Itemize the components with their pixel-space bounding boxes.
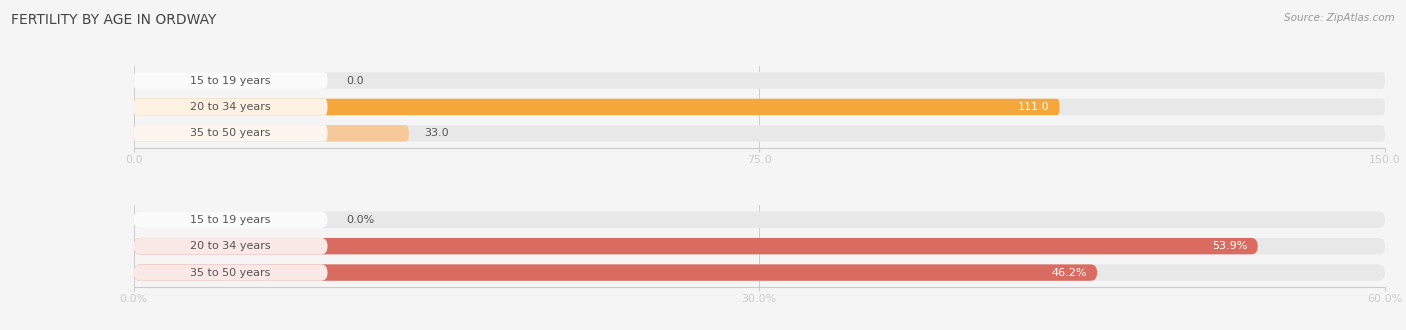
Text: 0.0: 0.0 bbox=[346, 76, 364, 85]
FancyBboxPatch shape bbox=[134, 125, 328, 142]
Text: 35 to 50 years: 35 to 50 years bbox=[190, 128, 271, 138]
FancyBboxPatch shape bbox=[134, 125, 409, 142]
FancyBboxPatch shape bbox=[134, 212, 1385, 228]
FancyBboxPatch shape bbox=[134, 238, 1258, 254]
Text: 0.0%: 0.0% bbox=[346, 215, 374, 225]
Text: 15 to 19 years: 15 to 19 years bbox=[190, 215, 271, 225]
FancyBboxPatch shape bbox=[134, 125, 1385, 142]
Text: 15 to 19 years: 15 to 19 years bbox=[190, 76, 271, 85]
FancyBboxPatch shape bbox=[134, 264, 328, 281]
Text: 46.2%: 46.2% bbox=[1052, 268, 1087, 278]
FancyBboxPatch shape bbox=[134, 72, 328, 89]
FancyBboxPatch shape bbox=[134, 99, 1385, 115]
FancyBboxPatch shape bbox=[134, 238, 1385, 254]
FancyBboxPatch shape bbox=[134, 264, 1097, 281]
Text: 111.0: 111.0 bbox=[1018, 102, 1049, 112]
FancyBboxPatch shape bbox=[134, 99, 328, 115]
Text: 35 to 50 years: 35 to 50 years bbox=[190, 268, 271, 278]
FancyBboxPatch shape bbox=[134, 72, 1385, 89]
Text: 20 to 34 years: 20 to 34 years bbox=[190, 102, 271, 112]
FancyBboxPatch shape bbox=[134, 238, 328, 254]
Text: 20 to 34 years: 20 to 34 years bbox=[190, 241, 271, 251]
FancyBboxPatch shape bbox=[134, 264, 1385, 281]
Text: Source: ZipAtlas.com: Source: ZipAtlas.com bbox=[1284, 13, 1395, 23]
Text: 33.0: 33.0 bbox=[423, 128, 449, 138]
FancyBboxPatch shape bbox=[134, 212, 328, 228]
Text: 53.9%: 53.9% bbox=[1212, 241, 1247, 251]
FancyBboxPatch shape bbox=[134, 99, 1060, 115]
Text: FERTILITY BY AGE IN ORDWAY: FERTILITY BY AGE IN ORDWAY bbox=[11, 13, 217, 27]
